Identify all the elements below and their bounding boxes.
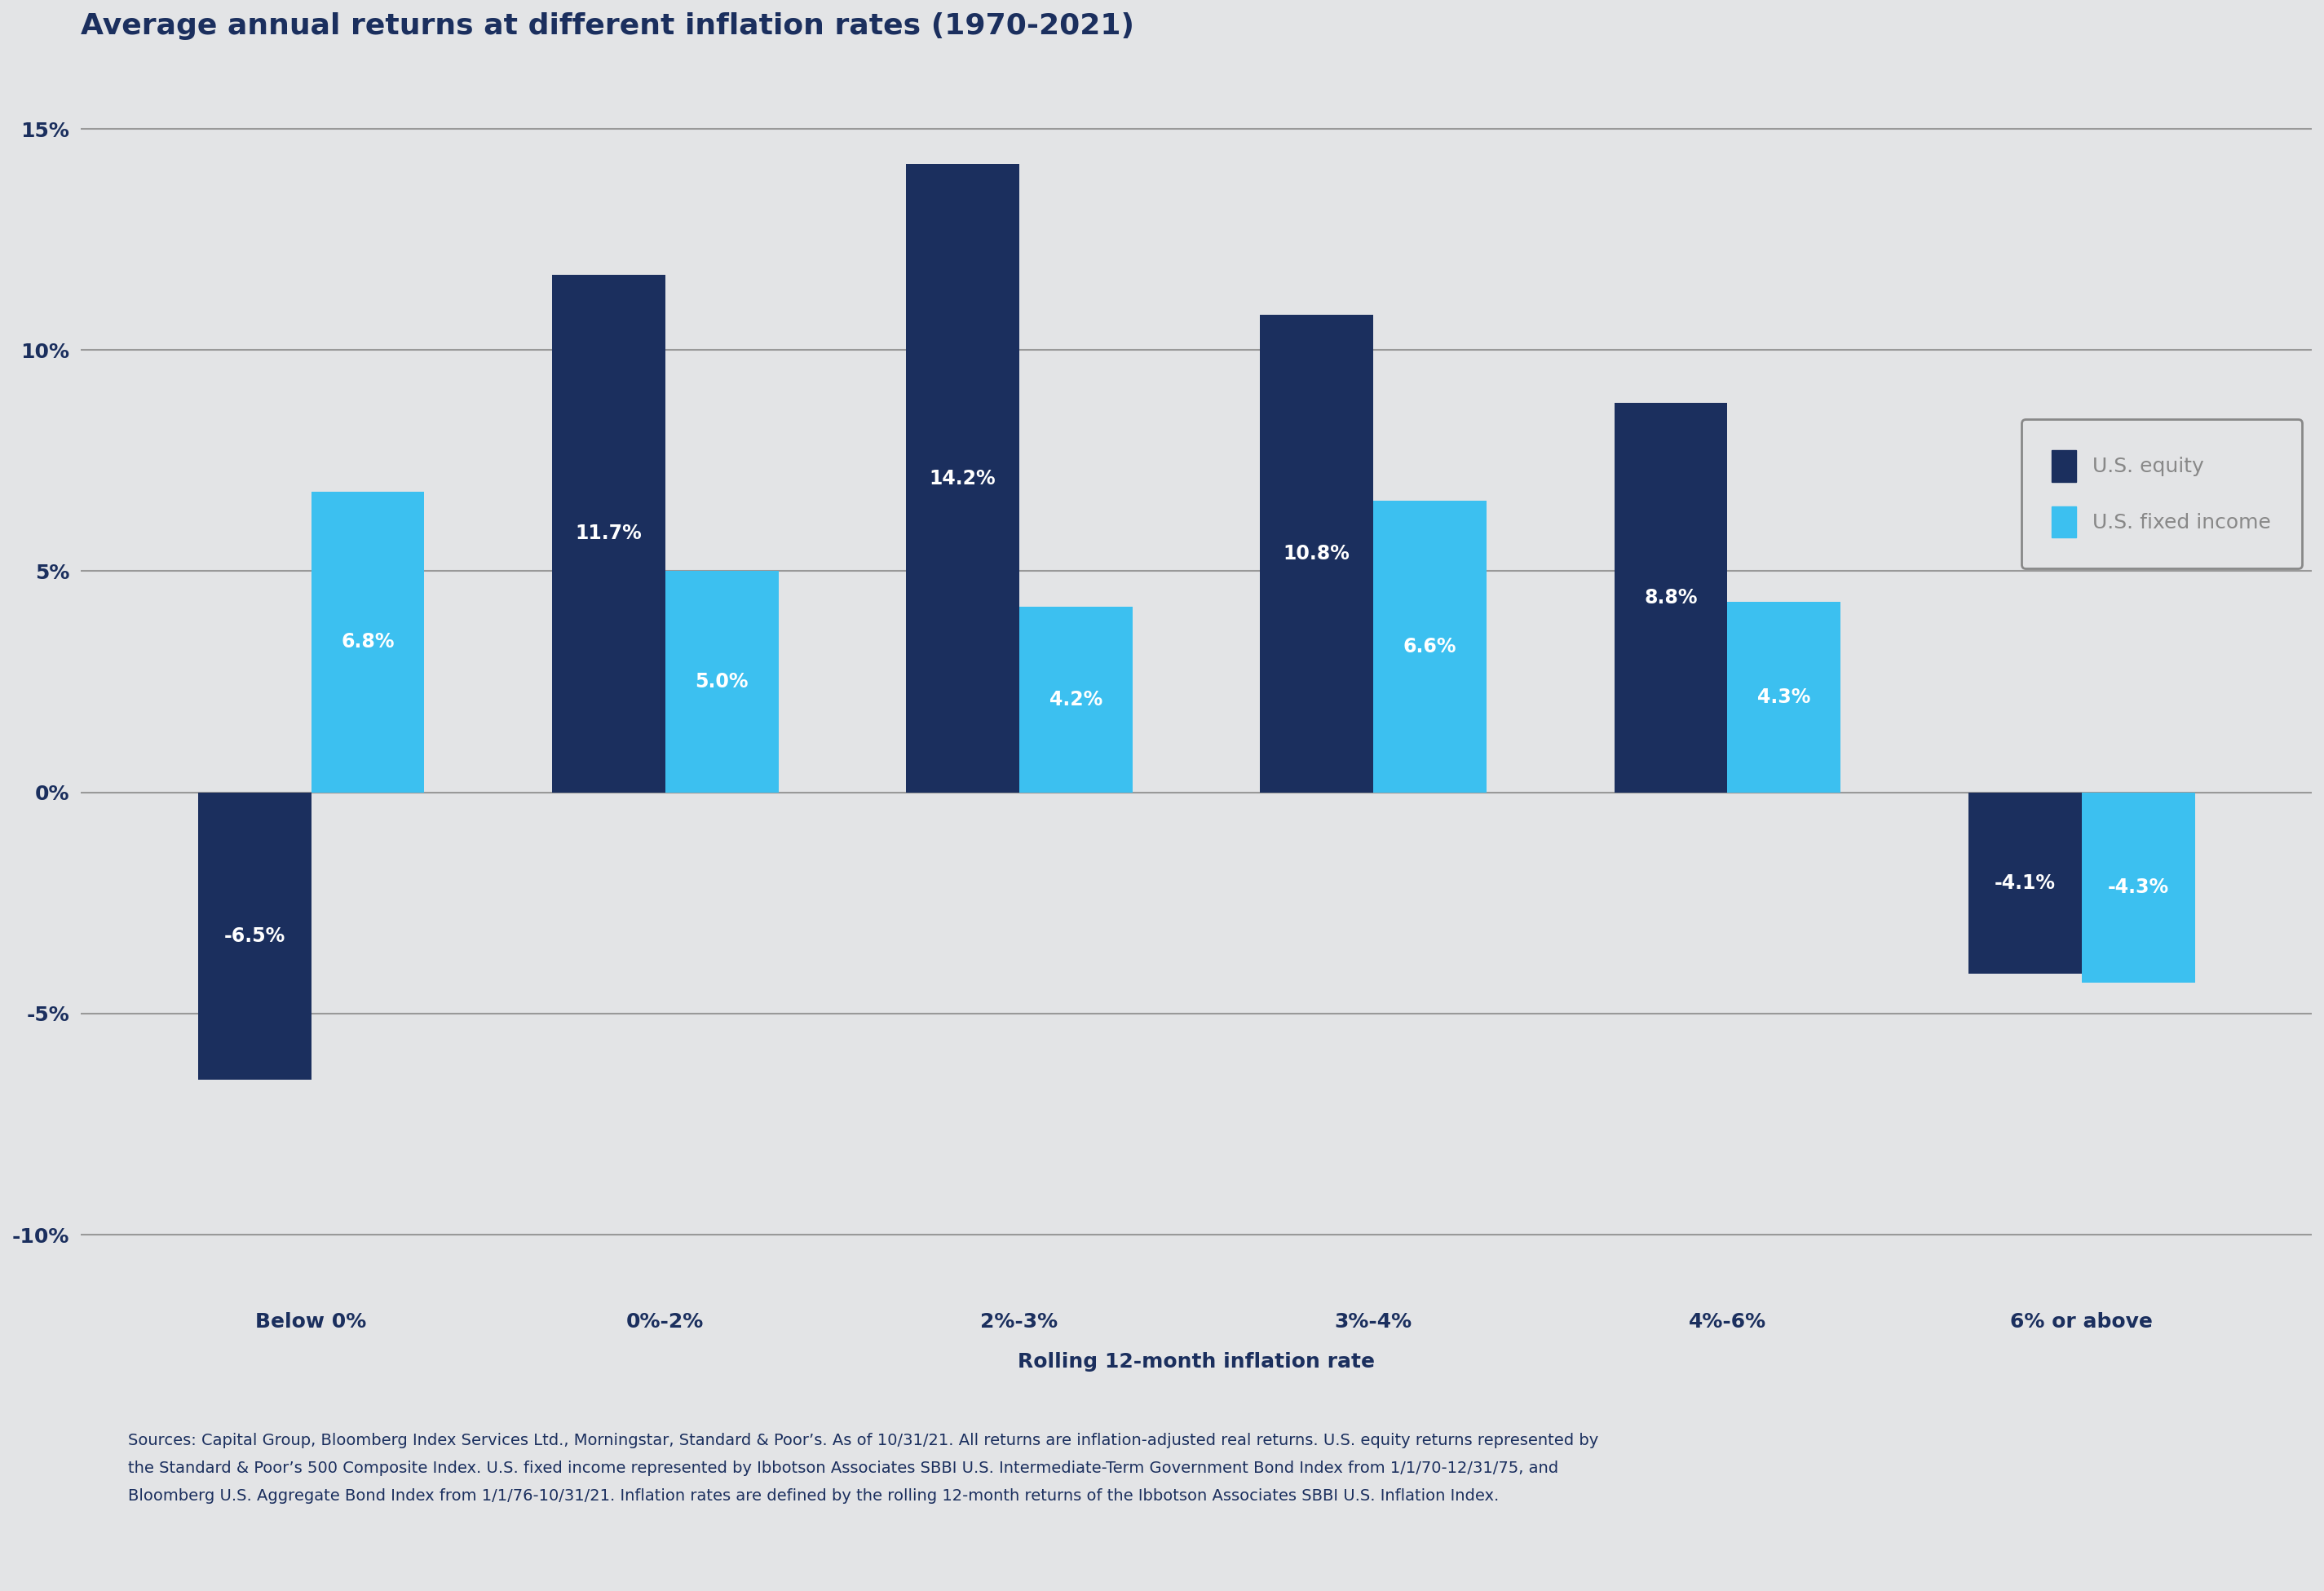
Bar (906, 164, 1020, 792)
Bar (1373, 501, 1487, 792)
Text: 4.2%: 4.2% (1050, 690, 1102, 710)
Text: Average annual returns at different inflation rates (1970-2021): Average annual returns at different infl… (81, 13, 1134, 40)
Text: 5.0%: 5.0% (695, 671, 748, 692)
Bar (1020, 606, 1132, 792)
Bar (311, 492, 425, 792)
Text: Sources: Capital Group, Bloomberg Index Services Ltd., Morningstar, Standard & P: Sources: Capital Group, Bloomberg Index … (128, 1432, 1599, 1503)
Bar (551, 275, 665, 792)
Text: -4.1%: -4.1% (1994, 873, 2054, 893)
Text: 4.3%: 4.3% (1757, 687, 1810, 706)
Bar (1727, 603, 1841, 792)
Text: -4.3%: -4.3% (2108, 878, 2168, 897)
Text: 10.8%: 10.8% (1283, 544, 1350, 563)
Text: 14.2%: 14.2% (930, 469, 997, 488)
Bar (1968, 792, 2082, 974)
Text: 6.6%: 6.6% (1404, 636, 1457, 655)
Bar (2082, 792, 2194, 983)
X-axis label: Rolling 12-month inflation rate: Rolling 12-month inflation rate (1018, 1352, 1376, 1371)
Text: 11.7%: 11.7% (576, 523, 641, 544)
Text: -6.5%: -6.5% (223, 926, 286, 947)
Legend: U.S. equity, U.S. fixed income: U.S. equity, U.S. fixed income (2022, 420, 2301, 568)
Bar (1615, 403, 1727, 792)
Bar (665, 571, 779, 792)
Bar (198, 792, 311, 1080)
Text: 6.8%: 6.8% (342, 632, 395, 652)
Bar (1260, 315, 1373, 792)
Text: 8.8%: 8.8% (1643, 589, 1697, 608)
